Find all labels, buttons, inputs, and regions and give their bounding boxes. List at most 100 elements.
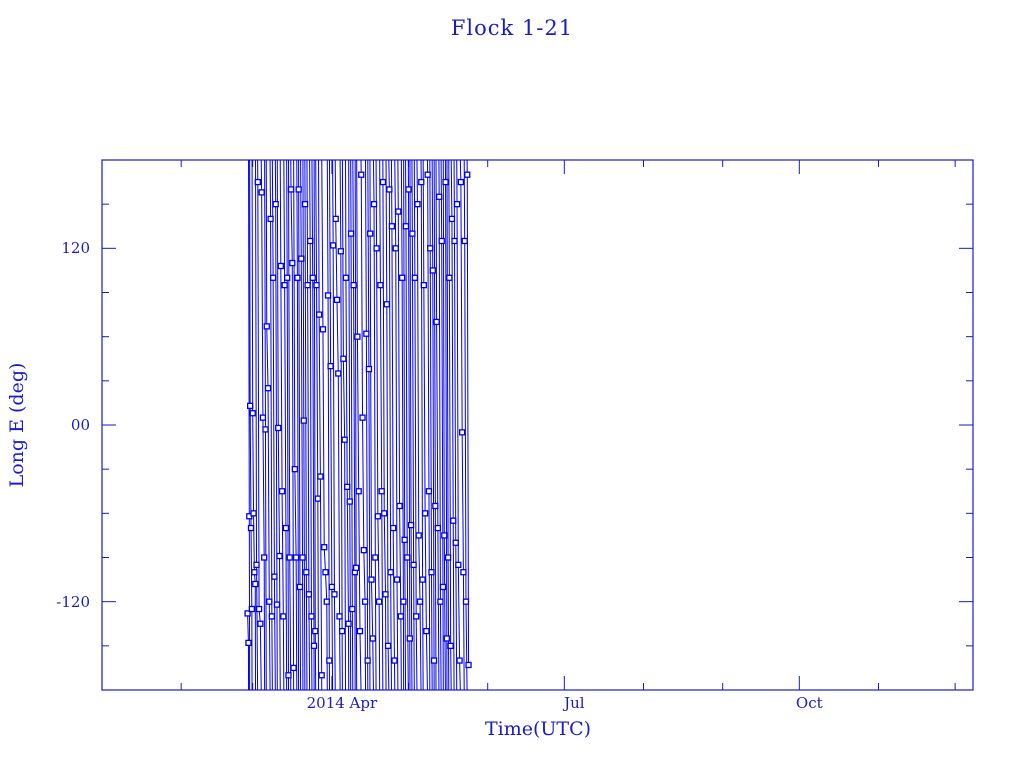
data-point (401, 536, 408, 543)
data-point (304, 281, 311, 289)
data-point (331, 591, 338, 598)
data-point (367, 230, 374, 237)
data-point (455, 561, 462, 569)
data-point (390, 524, 397, 532)
data-point (261, 554, 268, 561)
data-point (244, 610, 251, 617)
data-point (436, 193, 443, 200)
data-point (333, 296, 341, 304)
data-point (415, 532, 422, 539)
data-point (451, 237, 458, 245)
data-point (433, 318, 440, 326)
data-point (309, 274, 316, 281)
x-tick-label: Oct (795, 694, 823, 712)
data-point (315, 311, 323, 318)
data-point (264, 385, 272, 392)
data-point (323, 598, 330, 605)
data-point (350, 281, 357, 289)
data-point (346, 498, 353, 505)
data-point (294, 274, 301, 281)
data-point (382, 591, 389, 598)
data-point (282, 524, 290, 532)
x-axis-label: Time(UTC) (484, 718, 592, 740)
data-point (289, 259, 296, 267)
data-point (450, 517, 457, 524)
data-point (342, 274, 350, 281)
data-point (384, 642, 392, 649)
data-point (322, 569, 329, 576)
data-point (358, 171, 365, 178)
data-point (290, 664, 297, 672)
data-point (439, 583, 447, 591)
data-point (354, 333, 361, 340)
y-tick-label: 00 (70, 416, 90, 434)
data-point (395, 208, 402, 215)
data-point (269, 274, 277, 281)
data-point (330, 242, 337, 249)
data-point (361, 598, 369, 605)
data-point (372, 554, 379, 561)
data-point (402, 223, 410, 230)
data-point (392, 245, 399, 252)
data-point (271, 573, 278, 580)
y-tick-label: 120 (61, 239, 90, 258)
x-tick-label: Jul (564, 694, 585, 712)
data-point (340, 355, 347, 362)
data-point (457, 178, 465, 186)
data-point (356, 627, 364, 635)
data-point (245, 639, 252, 647)
data-point (308, 613, 315, 620)
data-point (272, 201, 279, 208)
data-point (396, 502, 403, 510)
data-point (250, 510, 257, 517)
data-point (443, 635, 450, 642)
data-point (324, 292, 332, 299)
data-point (252, 580, 259, 588)
data-point (427, 245, 434, 252)
data-point (275, 424, 282, 432)
data-point (273, 601, 281, 608)
data-point (404, 554, 411, 561)
data-point (247, 524, 255, 532)
data-point (317, 473, 324, 480)
data-point (291, 466, 298, 473)
data-point (314, 495, 321, 502)
data-point (453, 201, 461, 208)
data-point (446, 274, 453, 281)
data-point (336, 613, 343, 620)
data-point (259, 414, 267, 421)
data-point (285, 672, 292, 679)
data-point (428, 569, 435, 576)
data-point (253, 561, 260, 569)
data-point (413, 613, 420, 620)
data-point (388, 223, 396, 230)
data-point (321, 544, 328, 551)
data-point (312, 627, 319, 635)
data-point (295, 186, 302, 193)
data-point (249, 410, 256, 417)
data-point (360, 546, 367, 554)
data-point (378, 488, 385, 495)
data-point (407, 521, 415, 529)
data-point (292, 554, 300, 561)
data-point (338, 627, 346, 635)
data-point (421, 510, 429, 517)
data-point (424, 171, 431, 178)
chart-title: Flock 1-21 (450, 16, 574, 40)
data-point (383, 301, 390, 308)
data-point (310, 642, 318, 649)
data-point (379, 178, 387, 186)
data-point (365, 365, 373, 373)
data-point (305, 591, 313, 598)
data-point (406, 635, 413, 642)
data-point (359, 414, 366, 421)
data-point (254, 178, 261, 186)
data-point (400, 598, 407, 605)
plot-frame (101, 159, 974, 691)
data-point (465, 661, 472, 669)
data-point (313, 281, 320, 289)
data-point (307, 237, 314, 245)
data-point (319, 326, 327, 333)
data-point (299, 554, 306, 561)
